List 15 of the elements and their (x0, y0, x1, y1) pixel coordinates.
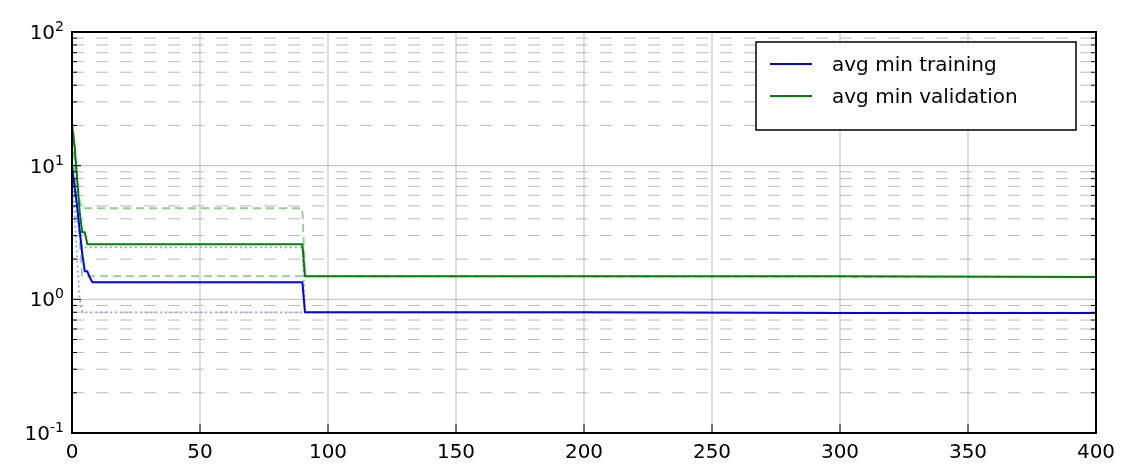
y-tick-label: 10$^{-1}$ (24, 419, 64, 445)
x-tick-label: 0 (65, 439, 79, 463)
x-tick-label: 150 (436, 439, 476, 463)
y-tick-label: 10$^{0}$ (29, 285, 64, 312)
x-tick-label: 350 (948, 439, 988, 463)
x-tick-label: 100 (308, 439, 348, 463)
x-tick-label: 50 (187, 439, 213, 463)
legend-label: avg min validation (832, 84, 1018, 108)
legend-label: avg min training (832, 52, 997, 76)
x-tick-label: 400 (1076, 439, 1116, 463)
x-tick-label: 200 (564, 439, 604, 463)
y-tick-label: 10$^{2}$ (29, 18, 64, 44)
y-tick-label: 10$^{1}$ (29, 151, 64, 178)
x-tick-label: 300 (820, 439, 860, 463)
x-tick-label: 250 (692, 439, 732, 463)
